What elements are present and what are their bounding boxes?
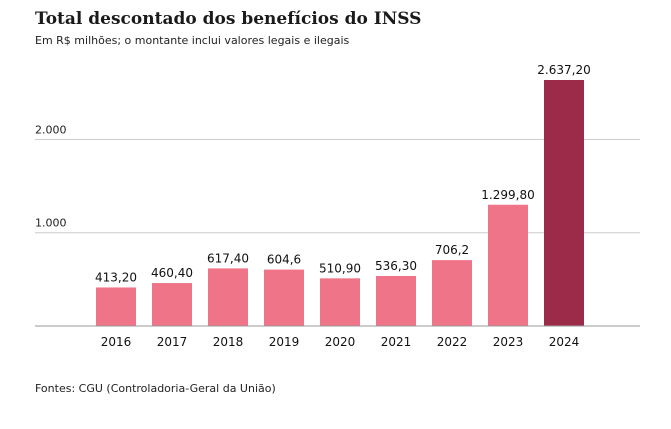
bar <box>208 268 248 326</box>
data-label: 510,90 <box>319 261 361 275</box>
x-tick-label: 2016 <box>101 335 132 349</box>
bar <box>264 269 304 326</box>
data-label: 1.299,80 <box>481 188 534 202</box>
bar <box>432 260 472 326</box>
y-tick-label: 2.000 <box>35 123 67 136</box>
bar <box>320 278 360 326</box>
x-tick-label: 2020 <box>325 335 356 349</box>
chart-title: Total descontado dos benefícios do INSS <box>35 9 422 29</box>
x-tick-label: 2017 <box>157 335 188 349</box>
data-label: 604,6 <box>267 253 301 267</box>
data-label: 706,2 <box>435 243 469 257</box>
data-label: 536,30 <box>375 259 417 273</box>
data-label: 2.637,20 <box>537 63 590 77</box>
bar <box>152 283 192 326</box>
data-label: 617,40 <box>207 251 249 265</box>
data-label: 413,20 <box>95 270 137 284</box>
data-label: 460,40 <box>151 266 193 280</box>
bar <box>376 275 416 326</box>
source-note: Fontes: CGU (Controladoria-Geral da Uniã… <box>35 382 276 395</box>
chart-subtitle: Em R$ milhões; o montante inclui valores… <box>35 34 350 47</box>
bar <box>488 204 528 326</box>
x-tick-label: 2023 <box>493 335 524 349</box>
x-tick-label: 2018 <box>213 335 244 349</box>
bar <box>544 80 584 326</box>
x-tick-label: 2022 <box>437 335 468 349</box>
y-tick-label: 1.000 <box>35 217 67 230</box>
x-tick-label: 2021 <box>381 335 412 349</box>
bar <box>96 287 136 326</box>
x-tick-label: 2024 <box>549 335 580 349</box>
x-tick-label: 2019 <box>269 335 300 349</box>
